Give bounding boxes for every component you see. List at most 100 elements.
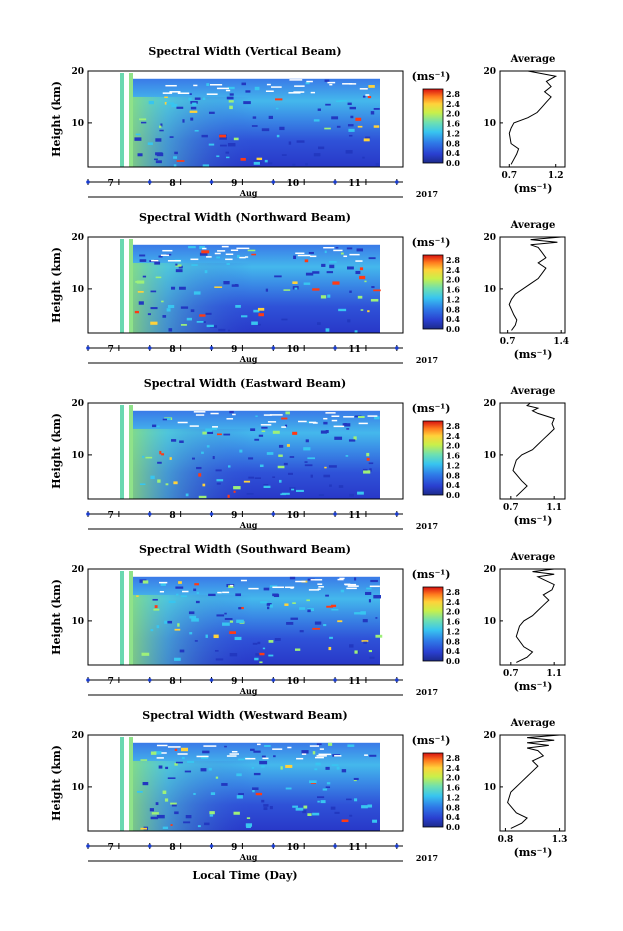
- heatmap-cell: [304, 259, 309, 263]
- heatmap-cell: [150, 475, 155, 480]
- heatmap-cell: [323, 421, 328, 425]
- heatmap-cell: [216, 433, 222, 436]
- heatmap-gap: [272, 586, 285, 589]
- heatmap-cell: [160, 583, 166, 586]
- heatmap-cell: [293, 255, 296, 260]
- heatmap-cell: [158, 125, 162, 128]
- heatmap-cell: [360, 309, 364, 311]
- heatmap-cell: [202, 97, 206, 101]
- heatmap-cell: [231, 284, 239, 287]
- month-label: Aug: [239, 354, 258, 364]
- heatmap-cell: [326, 782, 331, 785]
- heatmap-cell: [355, 270, 361, 275]
- heatmap-cell: [252, 642, 258, 645]
- heatmap-cell: [255, 792, 263, 796]
- heatmap-cell: [263, 587, 270, 591]
- heatmap-cell: [194, 640, 198, 642]
- heatmap-cell: [281, 492, 290, 495]
- heatmap-cell: [241, 315, 248, 318]
- heatmap-cell: [204, 270, 208, 274]
- heatmap-cell: [289, 576, 296, 580]
- heatmap-cell: [320, 800, 326, 804]
- heatmap-stripe: [120, 571, 124, 665]
- heatmap-cell: [227, 329, 231, 332]
- heatmap-cell: [195, 600, 200, 604]
- heatmap-cell: [375, 617, 378, 619]
- heatmap-cell: [208, 593, 216, 597]
- heatmap-cell: [373, 125, 380, 128]
- heatmap-cell: [208, 111, 215, 114]
- heatmap-gap: [265, 90, 274, 92]
- y-axis-label: Height (km): [50, 579, 63, 655]
- heatmap-cell: [313, 119, 320, 122]
- heatmap-cell: [363, 138, 370, 142]
- average-title: Average: [510, 220, 556, 231]
- heatmap-cell: [164, 620, 169, 624]
- heatmap-cell: [301, 750, 309, 754]
- heatmap-cell: [246, 493, 254, 495]
- x-tick-label: 9: [231, 511, 237, 521]
- heatmap-stripe: [129, 405, 133, 499]
- time-marker: [86, 346, 90, 350]
- colorbar-tick-label: 2.4: [446, 763, 460, 773]
- heatmap-cell: [305, 82, 310, 85]
- heatmap-cell: [331, 608, 339, 611]
- heatmap-cell: [198, 495, 207, 499]
- heatmap-gap: [245, 757, 256, 760]
- year-label: 2017: [416, 521, 438, 531]
- heatmap-cell: [294, 648, 301, 651]
- colorbar: [422, 586, 444, 662]
- heatmap-cell: [176, 160, 185, 162]
- heatmap-cell: [305, 163, 308, 166]
- heatmap-cell: [156, 625, 160, 629]
- heatmap-cell: [182, 119, 185, 123]
- heatmap-cell: [368, 85, 375, 88]
- y-tick-label: 20: [71, 565, 84, 575]
- heatmap-cell: [173, 481, 178, 485]
- heatmap-cell: [164, 798, 169, 802]
- time-marker: [86, 678, 90, 682]
- heatmap-gap: [226, 418, 234, 420]
- heatmap-cell: [312, 627, 320, 630]
- heatmap-cell: [191, 618, 199, 622]
- heatmap-cell: [305, 439, 309, 443]
- heatmap-cell: [142, 275, 147, 278]
- heatmap-cell: [193, 291, 201, 295]
- heatmap-cell: [236, 254, 240, 258]
- heatmap-gap: [346, 587, 357, 590]
- heatmap-cell: [142, 455, 145, 458]
- y-axis-label: Height (km): [50, 247, 63, 323]
- heatmap-cell: [338, 308, 347, 312]
- heatmap-gap: [230, 584, 234, 587]
- heatmap-cell: [257, 307, 265, 311]
- heatmap-cell: [345, 150, 353, 154]
- heatmap-gap: [165, 84, 177, 87]
- heatmap-gap: [271, 86, 282, 88]
- heatmap-enhanced-region: [132, 428, 252, 499]
- heatmap-gap: [248, 587, 259, 590]
- colorbar-unit: (ms⁻¹): [412, 568, 451, 581]
- heatmap-gap: [295, 580, 306, 583]
- heatmap-cell: [281, 154, 287, 156]
- heatmap-cell: [208, 767, 212, 771]
- heatmap-cell: [251, 125, 258, 127]
- time-marker: [86, 844, 90, 848]
- colorbar-tick-label: 0.4: [446, 148, 460, 158]
- heatmap-cell: [260, 601, 268, 604]
- heatmap-cell: [199, 252, 208, 256]
- heatmap-cell: [235, 593, 242, 597]
- x-tick-label: 9: [231, 179, 237, 189]
- heatmap-cell: [185, 815, 192, 819]
- heatmap-cell: [285, 787, 292, 790]
- heatmap-gap: [230, 249, 239, 252]
- heatmap-gap: [156, 744, 168, 747]
- x-tick-label: 9: [231, 843, 237, 853]
- colorbar-tick-label: 0.4: [446, 480, 460, 490]
- heatmap-cell: [370, 579, 378, 583]
- heatmap-gap: [331, 419, 338, 422]
- colorbar-tick-label: 2.4: [446, 265, 460, 275]
- heatmap-cell: [308, 251, 314, 254]
- heatmap-cell: [227, 86, 235, 90]
- heatmap-cell: [179, 649, 185, 653]
- heatmap-gap: [217, 250, 226, 252]
